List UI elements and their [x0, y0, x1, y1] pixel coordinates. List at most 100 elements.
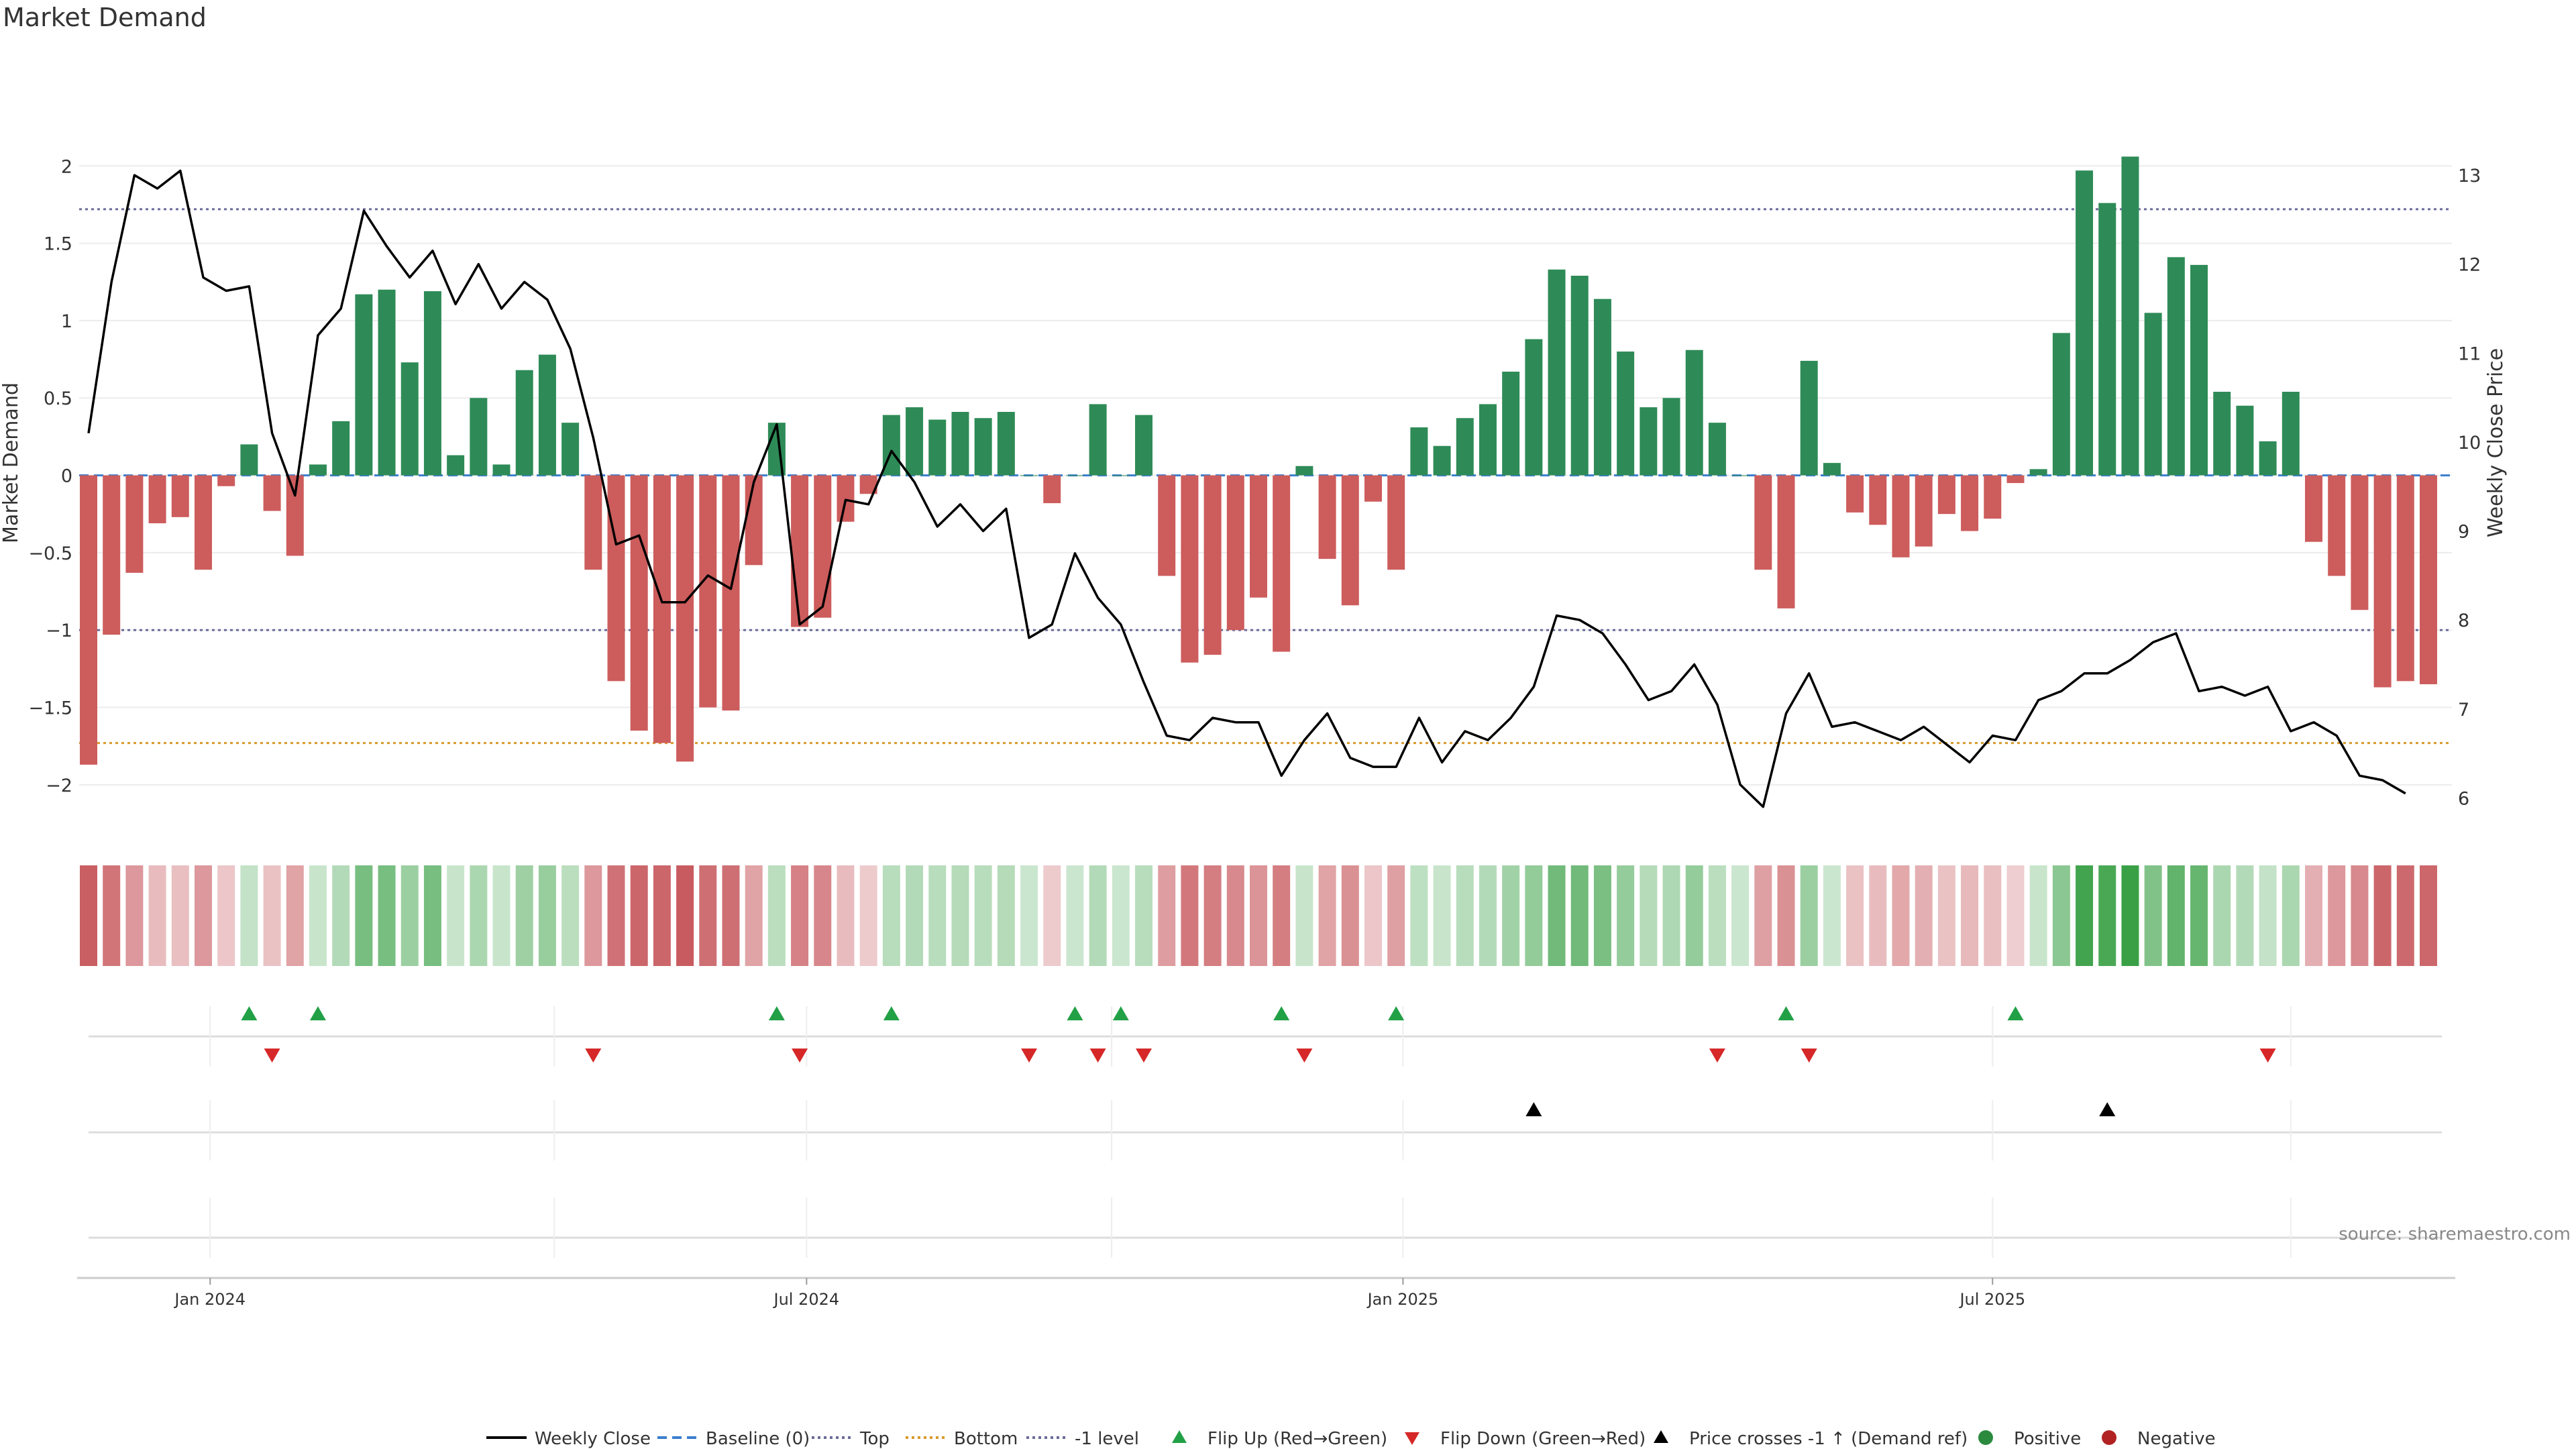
flip-down-marker [585, 1049, 602, 1063]
flip-down-marker [792, 1049, 808, 1063]
intensity-cell [951, 865, 969, 966]
demand-bar [1089, 404, 1107, 476]
intensity-cell [80, 865, 97, 966]
legend-label: Negative [2137, 1429, 2216, 1449]
legend-label: Price crosses -1 ↑ (Demand ref) [1689, 1429, 1968, 1449]
intensity-cell [2351, 865, 2369, 966]
demand-bar [171, 475, 189, 517]
intensity-cell [1502, 865, 1520, 966]
demand-bar [125, 475, 144, 573]
intensity-cell [447, 865, 465, 966]
demand-bar [653, 475, 671, 743]
intensity-cell [1525, 865, 1543, 966]
flip-up-marker [1388, 1006, 1405, 1020]
y2-tick-label: 13 [2458, 166, 2481, 186]
intensity-cell [1066, 865, 1084, 966]
demand-bar [492, 464, 511, 476]
legend-label: Positive [2014, 1429, 2081, 1449]
y-tick-label: 2 [61, 156, 72, 177]
demand-bar [2052, 333, 2070, 476]
demand-bar [974, 418, 992, 476]
demand-bar [423, 291, 441, 476]
intensity-cell [1387, 865, 1405, 966]
x-tick-label: Jan 2025 [1366, 1290, 1439, 1309]
intensity-cell [1433, 865, 1451, 966]
intensity-cell [1089, 865, 1107, 966]
intensity-cell [2373, 865, 2392, 966]
demand-bar [2006, 475, 2025, 484]
legend-label: Flip Up (Red→Green) [1208, 1429, 1387, 1449]
intensity-cell [1708, 865, 1726, 966]
intensity-strip [80, 865, 2437, 966]
intensity-cell [355, 865, 373, 966]
demand-bar [1869, 475, 1887, 525]
demand-bar [722, 475, 740, 711]
demand-bar [1502, 372, 1520, 476]
demand-bar [1662, 398, 1680, 476]
intensity-cell [2305, 865, 2323, 966]
demand-bar [2144, 313, 2162, 476]
demand-bar [1961, 475, 1979, 531]
demand-bar [1387, 475, 1405, 570]
demand-bar [240, 444, 258, 476]
flip-up-marker [1273, 1006, 1290, 1020]
flip-up-marker [1778, 1006, 1794, 1020]
flip-down-marker [1296, 1049, 1313, 1063]
demand-bar [2029, 469, 2047, 476]
demand-bar [630, 475, 648, 731]
y-tick-label: 0 [61, 466, 72, 487]
intensity-cell [1203, 865, 1222, 966]
demand-bar [1525, 339, 1543, 476]
intensity-cell [1250, 865, 1267, 966]
intensity-cell [2121, 865, 2139, 966]
intensity-cell [2213, 865, 2231, 966]
legend-tri-cross-icon [1654, 1430, 1668, 1443]
intensity-cell [400, 865, 419, 966]
intensity-cell [1640, 865, 1658, 966]
intensity-cell [103, 865, 121, 966]
intensity-cell [1731, 865, 1750, 966]
demand-bar [1043, 475, 1061, 504]
intensity-cell [1479, 865, 1497, 966]
y-axis-right: 13 12 11 10 9 8 7 6 [2458, 166, 2481, 809]
demand-bar [2190, 264, 2208, 476]
flip-down-marker [1089, 1049, 1106, 1063]
demand-bar [515, 370, 533, 476]
intensity-cell [2420, 865, 2437, 966]
flip-up-marker [1067, 1006, 1083, 1020]
demand-bar [2213, 392, 2231, 476]
legend-dot-pos-icon [1978, 1430, 1993, 1445]
x-axis: Jan 2024 Jul 2024 Jan 2025 Jul 2025 [77, 1277, 2455, 1309]
intensity-cell [1593, 865, 1611, 966]
demand-bar [2373, 475, 2392, 688]
intensity-cell [791, 865, 809, 966]
y-axis-label: Market Demand [0, 382, 23, 543]
flip-down-marker [1801, 1049, 1817, 1063]
intensity-cell [1685, 865, 1703, 966]
intensity-cell [607, 865, 625, 966]
y-tick-label: −2 [46, 775, 72, 796]
y2-tick-label: 9 [2458, 522, 2469, 543]
flip-down-marker [2259, 1049, 2276, 1063]
y-axis-left: 2 1.5 1 0.5 0 −0.5 −1 −1.5 −2 [28, 156, 72, 796]
intensity-cell [745, 865, 763, 966]
demand-bar [1685, 350, 1703, 476]
intensity-cell [1112, 865, 1130, 966]
intensity-cell [1617, 865, 1635, 966]
intensity-cell [722, 865, 740, 966]
intensity-cell [906, 865, 924, 966]
intensity-cell [1410, 865, 1428, 966]
demand-bar [103, 475, 121, 635]
intensity-cell [2396, 865, 2414, 966]
intensity-cell [1135, 865, 1153, 966]
demand-bar [2121, 156, 2139, 476]
intensity-cell [148, 865, 166, 966]
legend-label: Weekly Close [535, 1429, 651, 1449]
demand-bar [607, 475, 625, 682]
y2-axis-label: Weekly Close Price [2484, 348, 2508, 537]
demand-bar [676, 475, 694, 762]
demand-bar [1570, 276, 1589, 476]
flip-down-marker [1021, 1049, 1038, 1063]
intensity-cell [1364, 865, 1382, 966]
intensity-cell [515, 865, 533, 966]
